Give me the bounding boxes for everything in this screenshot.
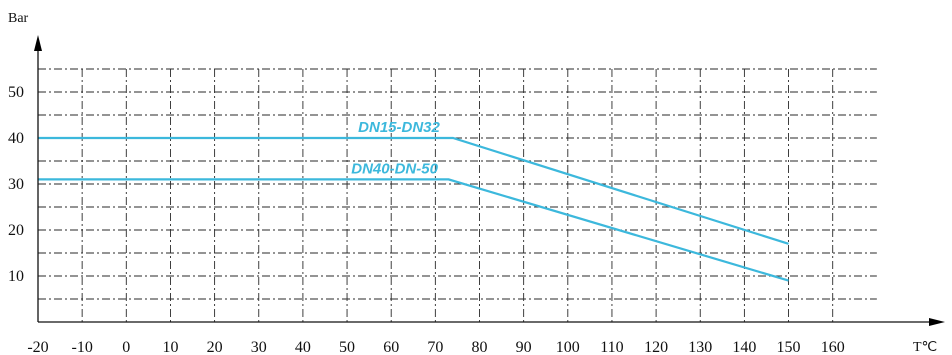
axis-layer: [34, 35, 945, 326]
series-label: DN15-DN32: [358, 119, 440, 136]
y-axis-title: Bar: [8, 11, 29, 26]
x-tick-label: 80: [472, 339, 488, 355]
y-tick-label: 40: [8, 130, 24, 147]
y-tick-label: 20: [8, 222, 24, 239]
x-tick-label: 100: [556, 339, 580, 355]
x-tick-label: 90: [516, 339, 532, 355]
x-tick-label: 10: [162, 339, 178, 355]
x-tick-label: 120: [644, 339, 668, 355]
x-tick-label: 110: [600, 339, 623, 355]
y-axis-arrow-icon: [34, 35, 42, 51]
grid-layer: [38, 68, 877, 322]
x-tick-label: -10: [71, 339, 92, 355]
x-tick-label: 30: [251, 339, 267, 355]
x-tick-label: 150: [777, 339, 801, 355]
series-layer: [38, 136, 789, 282]
x-axis-title: T℃: [913, 340, 937, 355]
series-label-layer: DN15-DN32 DN40-DN-50: [351, 119, 440, 177]
x-tick-label: 40: [295, 339, 311, 355]
x-axis-arrow-icon: [929, 318, 945, 326]
series-line: [38, 178, 789, 282]
tick-label-layer: -20 -10 0 10 20 30 40 50 60 70 80 90 100 110 120 130 140…: [8, 84, 845, 355]
x-tick-label: 70: [427, 339, 443, 355]
series-label: DN40-DN-50: [351, 160, 438, 177]
x-tick-label: 60: [383, 339, 399, 355]
y-tick-label: 10: [8, 268, 24, 285]
x-tick-label: 130: [688, 339, 712, 355]
x-tick-label: 160: [821, 339, 845, 355]
x-tick-label: -20: [27, 339, 48, 355]
x-tick-label: 0: [122, 339, 130, 355]
series-line: [38, 136, 789, 245]
x-tick-label: 50: [339, 339, 355, 355]
y-tick-label: 50: [8, 84, 24, 101]
y-tick-label: 30: [8, 176, 24, 193]
x-tick-label: 20: [207, 339, 223, 355]
x-tick-label: 140: [732, 339, 756, 355]
